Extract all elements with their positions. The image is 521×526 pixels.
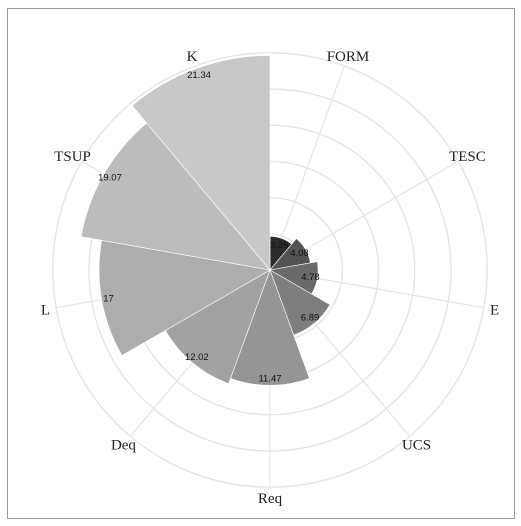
- wedge-series: [80, 55, 331, 386]
- category-label: E: [490, 303, 499, 319]
- category-label: L: [41, 303, 50, 319]
- value-label: 11.47: [258, 373, 281, 384]
- value-label: 3.35: [270, 240, 289, 251]
- grid-spoke: [269, 65, 345, 271]
- wedge-l: [98, 239, 271, 356]
- wedge-k: [131, 55, 271, 271]
- value-label: 4.78: [301, 272, 320, 283]
- value-label: 4.08: [290, 248, 309, 259]
- category-label: K: [187, 49, 198, 65]
- wedge-tsup: [80, 122, 271, 271]
- category-label: TESC: [449, 149, 486, 165]
- value-label: 17: [103, 293, 114, 304]
- value-label: 12.02: [185, 352, 209, 363]
- value-labels: 3.354.08 4.78 6.89 11.47 12.02 17 19.07 21.34: [98, 70, 320, 384]
- category-label: Req: [258, 491, 283, 507]
- category-label: UCS: [402, 438, 431, 454]
- value-label: 19.07: [98, 173, 122, 184]
- category-labels: FORM TESC E UCS Req Deq L TSUP K: [41, 49, 499, 507]
- category-label: FORM: [327, 49, 370, 65]
- wedge-req: [230, 269, 310, 386]
- category-label: Deq: [111, 438, 136, 454]
- value-label: 6.89: [301, 313, 320, 324]
- wedge-deq: [164, 269, 271, 384]
- category-label: TSUP: [54, 149, 91, 165]
- value-label: 21.34: [187, 70, 211, 81]
